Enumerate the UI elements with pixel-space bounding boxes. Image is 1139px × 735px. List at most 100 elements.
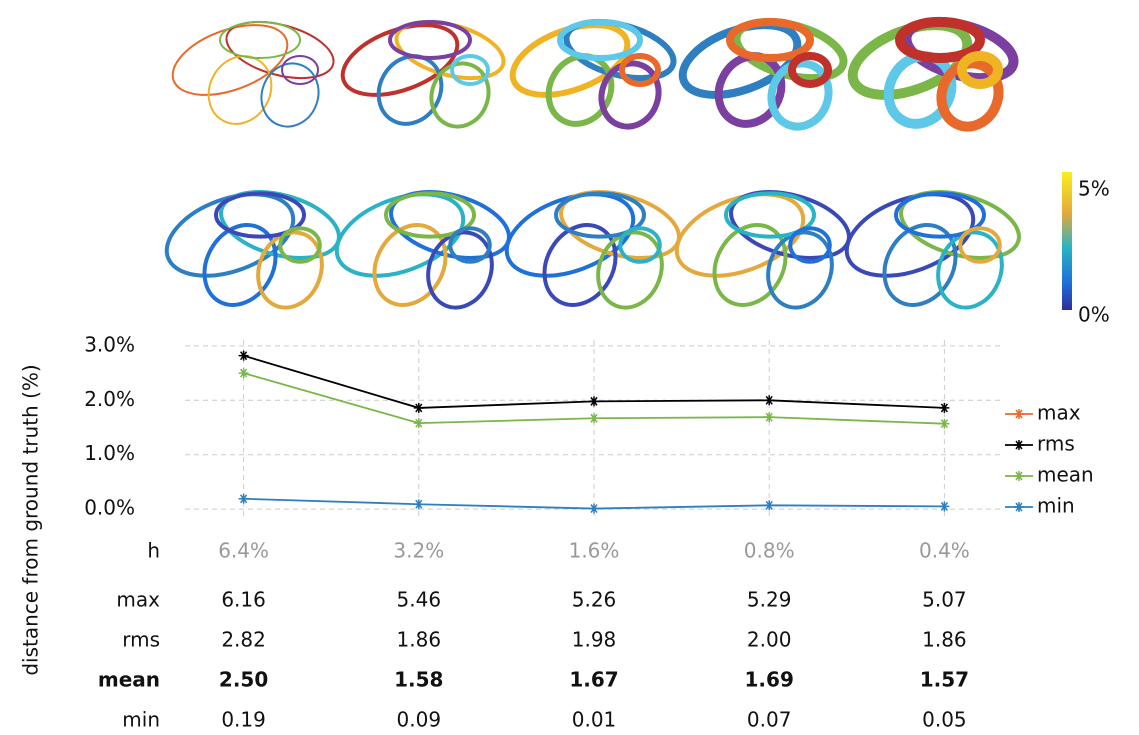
- render-stroke: [202, 223, 278, 307]
- y-tick-label: 3.0%: [84, 332, 135, 356]
- table-cell: 5.46: [397, 588, 442, 612]
- point-marker: [589, 396, 599, 407]
- render-stroke: [788, 52, 832, 88]
- y-axis-label: distance from ground truth (%): [19, 364, 43, 675]
- render-stroke: [388, 20, 472, 60]
- render-images: [164, 16, 1021, 310]
- render-stroke: [618, 226, 662, 264]
- render-stroke: [958, 226, 1002, 264]
- table-cell: 6.16: [221, 588, 266, 612]
- table-cell: 1.67: [569, 668, 618, 692]
- legend-marker: [1014, 409, 1024, 419]
- row-label: rms: [122, 628, 160, 652]
- render-stroke: [504, 192, 636, 278]
- render-stroke: [384, 191, 476, 239]
- table-cell: 2.82: [221, 628, 266, 652]
- x-tick-label: 0.4%: [919, 539, 970, 563]
- render-stroke: [674, 192, 806, 278]
- render-stroke: [894, 191, 986, 239]
- render-stroke: [957, 51, 1003, 89]
- legend-marker: [1014, 471, 1024, 481]
- table-cell: 5.29: [747, 588, 792, 612]
- point-marker: [589, 503, 599, 514]
- table-cell: 0.01: [572, 708, 617, 732]
- row-label: min: [122, 708, 160, 732]
- point-marker: [764, 395, 775, 406]
- table-cell: 1.86: [922, 628, 967, 652]
- point-marker: [238, 493, 249, 504]
- colorbar-label: 5%: [1078, 177, 1110, 201]
- x-tick-label: 6.4%: [218, 539, 269, 563]
- render-stroke: [207, 55, 273, 125]
- colorbar: [1062, 172, 1072, 310]
- table-cell: 2.50: [219, 668, 268, 692]
- row-label: max: [116, 588, 160, 612]
- render-stroke: [281, 55, 319, 85]
- render-stroke: [340, 23, 460, 97]
- render-stroke: [895, 17, 985, 63]
- render-stroke: [164, 192, 296, 278]
- render-stroke: [844, 192, 976, 278]
- table-cell: 2.00: [747, 628, 792, 652]
- legend-label: min: [1037, 494, 1075, 518]
- plot-area: [238, 169, 950, 514]
- render-stroke: [936, 58, 1004, 132]
- x-tick-label: 0.8%: [744, 539, 795, 563]
- render-stroke: [767, 59, 833, 131]
- render-stroke: [899, 190, 1021, 260]
- render-stroke: [256, 230, 324, 310]
- render-stroke: [712, 223, 788, 307]
- render-stroke: [372, 223, 448, 307]
- render-stroke: [766, 230, 834, 310]
- x-tick-label: 1.6%: [569, 539, 620, 563]
- point-marker: [939, 402, 950, 413]
- table-cell: 0.09: [397, 708, 442, 732]
- point-marker: [764, 412, 775, 423]
- render-stroke: [726, 18, 814, 62]
- render-stroke: [448, 226, 492, 264]
- render-stroke: [936, 230, 1004, 310]
- legend-marker: [1014, 440, 1024, 450]
- table-cell: 1.57: [920, 668, 969, 692]
- render-stroke: [225, 20, 335, 80]
- render-stroke: [278, 226, 322, 264]
- legend-label: max: [1037, 401, 1081, 425]
- y-tick-label: 2.0%: [84, 387, 135, 411]
- render-stroke: [171, 24, 289, 96]
- render-stroke: [598, 60, 662, 130]
- table-cell: 1.98: [572, 628, 617, 652]
- render-stroke: [509, 22, 631, 98]
- render-stroke: [429, 61, 491, 129]
- point-marker: [239, 169, 249, 179]
- render-stroke: [554, 191, 646, 239]
- y-tick-label: 0.0%: [84, 496, 135, 520]
- x-axis-label: h: [147, 539, 160, 563]
- render-stroke: [214, 191, 306, 239]
- render-stroke: [260, 62, 320, 128]
- point-marker: [238, 350, 249, 361]
- table-cell: 1.58: [394, 668, 443, 692]
- table-cell: 0.07: [747, 708, 792, 732]
- point-marker: [939, 501, 950, 512]
- point-marker: [589, 413, 599, 424]
- table-cell: 0.05: [922, 708, 967, 732]
- legend-label: mean: [1037, 463, 1094, 487]
- render-stroke: [426, 230, 494, 310]
- render-stroke: [596, 230, 664, 310]
- point-marker: [413, 402, 424, 413]
- point-marker: [238, 368, 249, 379]
- render-stroke: [882, 223, 958, 307]
- colorbar-label: 0%: [1078, 303, 1110, 327]
- point-marker: [413, 499, 424, 510]
- render-stroke: [542, 223, 618, 307]
- legend-marker: [1014, 502, 1024, 512]
- render-stroke: [557, 19, 643, 61]
- point-marker: [764, 500, 775, 511]
- render-stroke: [219, 21, 301, 59]
- render-stroke: [788, 226, 832, 264]
- table-cell: 5.07: [922, 588, 967, 612]
- y-tick-label: 1.0%: [84, 441, 135, 465]
- point-marker: [939, 418, 950, 429]
- row-label: mean: [98, 668, 160, 692]
